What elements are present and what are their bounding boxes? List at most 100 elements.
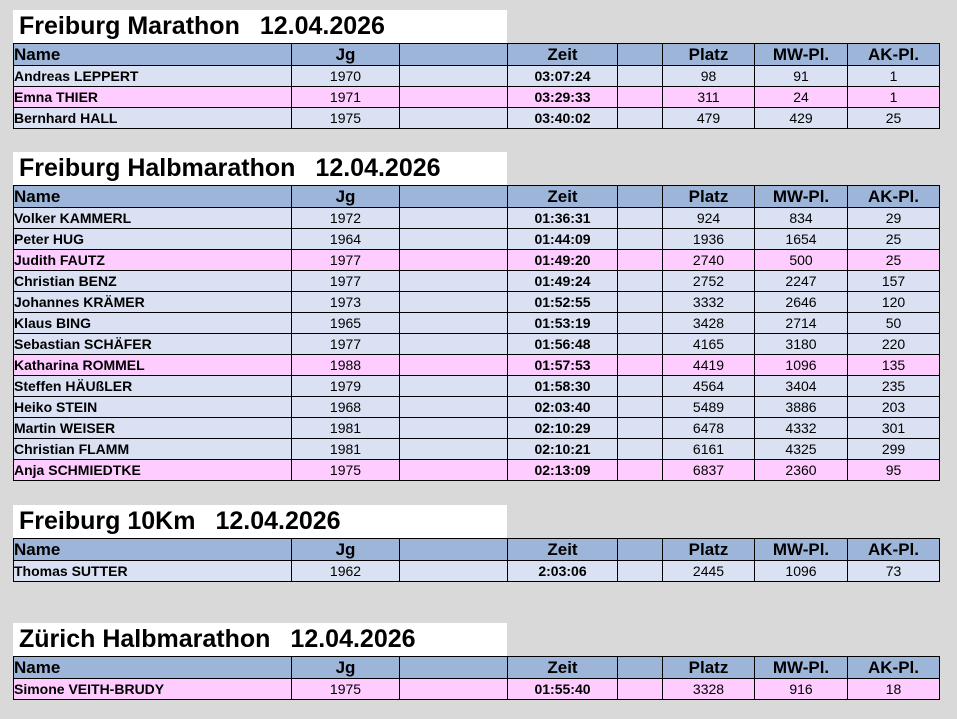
age-group-place: 235 bbox=[847, 375, 940, 397]
birth-year: 1972 bbox=[291, 207, 400, 229]
event-title: Freiburg 10Km 12.04.2026 bbox=[13, 505, 507, 538]
event-name: Freiburg Halbmarathon bbox=[19, 154, 296, 182]
event-title: Freiburg Marathon 12.04.2026 bbox=[13, 10, 507, 43]
gender-place: 3404 bbox=[754, 375, 848, 397]
empty-cell bbox=[399, 354, 508, 376]
empty-cell bbox=[617, 312, 663, 334]
overall-place: 6837 bbox=[662, 459, 755, 481]
finish-time: 03:29:33 bbox=[507, 86, 618, 108]
finish-time: 01:55:40 bbox=[507, 678, 618, 700]
result-row: Anja SCHMIEDTKE 1975 02:13:09 6837 2360 95 bbox=[13, 459, 940, 481]
empty-cell bbox=[617, 375, 663, 397]
empty-cell bbox=[399, 249, 508, 271]
age-group-place: 25 bbox=[847, 228, 940, 250]
empty-cell bbox=[399, 270, 508, 292]
results-table: Name Jg Zeit Platz MW-Pl. AK-Pl. Andreas LEPPE… bbox=[13, 43, 940, 129]
results-table: Name Jg Zeit Platz MW-Pl. AK-Pl. Simone VEITH-… bbox=[13, 656, 940, 700]
runner-name: Katharina ROMMEL bbox=[13, 354, 292, 376]
result-row: Johannes KRÄMER 1973 01:52:55 3332 2646 120 bbox=[13, 291, 940, 313]
result-row: Simone VEITH-BRUDY 1975 01:55:40 3328 916 18 bbox=[13, 678, 940, 700]
header-empty bbox=[399, 43, 508, 66]
event-date: 12.04.2026 bbox=[259, 12, 385, 40]
birth-year: 1975 bbox=[291, 107, 400, 129]
overall-place: 924 bbox=[662, 207, 755, 229]
overall-place: 4564 bbox=[662, 375, 755, 397]
gender-place: 1096 bbox=[754, 354, 848, 376]
overall-place: 5489 bbox=[662, 396, 755, 418]
birth-year: 1975 bbox=[291, 678, 400, 700]
finish-time: 03:07:24 bbox=[507, 65, 618, 87]
result-row: Sebastian SCHÄFER 1977 01:56:48 4165 3180 220 bbox=[13, 333, 940, 355]
overall-place: 6161 bbox=[662, 438, 755, 460]
overall-place: 6478 bbox=[662, 417, 755, 439]
age-group-place: 299 bbox=[847, 438, 940, 460]
runner-name: Heiko STEIN bbox=[13, 396, 292, 418]
result-row: Emna THIER 1971 03:29:33 311 24 1 bbox=[13, 86, 940, 108]
gender-place: 3886 bbox=[754, 396, 848, 418]
finish-time: 02:03:40 bbox=[507, 396, 618, 418]
runner-name: Volker KAMMERL bbox=[13, 207, 292, 229]
runner-name: Johannes KRÄMER bbox=[13, 291, 292, 313]
empty-cell bbox=[399, 333, 508, 355]
header-zeit: Zeit bbox=[507, 538, 618, 561]
event-name: Freiburg Marathon bbox=[19, 12, 240, 40]
age-group-place: 50 bbox=[847, 312, 940, 334]
header-jg: Jg bbox=[291, 538, 400, 561]
result-row: Andreas LEPPERT 1970 03:07:24 98 91 1 bbox=[13, 65, 940, 87]
header-empty bbox=[399, 538, 508, 561]
empty-cell bbox=[399, 291, 508, 313]
event-name: Zürich Halbmarathon bbox=[19, 625, 271, 653]
age-group-place: 203 bbox=[847, 396, 940, 418]
section-freiburg-10km: Freiburg 10Km 12.04.2026 Name Jg Zeit Platz MW… bbox=[13, 505, 940, 582]
empty-cell bbox=[617, 291, 663, 313]
overall-place: 2752 bbox=[662, 270, 755, 292]
birth-year: 1968 bbox=[291, 396, 400, 418]
header-row: Name Jg Zeit Platz MW-Pl. AK-Pl. bbox=[13, 43, 940, 66]
result-row: Thomas SUTTER 1962 2:03:06 2445 1096 73 bbox=[13, 560, 940, 582]
empty-cell bbox=[617, 249, 663, 271]
result-row: Christian BENZ 1977 01:49:24 2752 2247 157 bbox=[13, 270, 940, 292]
empty-cell bbox=[399, 438, 508, 460]
header-ak-platz: AK-Pl. bbox=[847, 185, 940, 208]
result-row: Peter HUG 1964 01:44:09 1936 1654 25 bbox=[13, 228, 940, 250]
runner-name: Christian BENZ bbox=[13, 270, 292, 292]
empty-cell bbox=[399, 312, 508, 334]
header-jg: Jg bbox=[291, 656, 400, 679]
runner-name: Steffen HÄUßLER bbox=[13, 375, 292, 397]
header-empty bbox=[617, 538, 663, 561]
empty-cell bbox=[617, 86, 663, 108]
overall-place: 311 bbox=[662, 86, 755, 108]
empty-cell bbox=[617, 438, 663, 460]
results-table: Name Jg Zeit Platz MW-Pl. AK-Pl. Thomas SUTTER… bbox=[13, 538, 940, 582]
age-group-place: 29 bbox=[847, 207, 940, 229]
age-group-place: 157 bbox=[847, 270, 940, 292]
runner-name: Bernhard HALL bbox=[13, 107, 292, 129]
overall-place: 4419 bbox=[662, 354, 755, 376]
runner-name: Thomas SUTTER bbox=[13, 560, 292, 582]
header-jg: Jg bbox=[291, 43, 400, 66]
finish-time: 01:52:55 bbox=[507, 291, 618, 313]
header-mw-platz: MW-Pl. bbox=[754, 538, 848, 561]
birth-year: 1970 bbox=[291, 65, 400, 87]
birth-year: 1971 bbox=[291, 86, 400, 108]
gender-place: 500 bbox=[754, 249, 848, 271]
header-row: Name Jg Zeit Platz MW-Pl. AK-Pl. bbox=[13, 656, 940, 679]
header-empty bbox=[617, 185, 663, 208]
overall-place: 479 bbox=[662, 107, 755, 129]
age-group-place: 95 bbox=[847, 459, 940, 481]
runner-name: Simone VEITH-BRUDY bbox=[13, 678, 292, 700]
result-row: Bernhard HALL 1975 03:40:02 479 429 25 bbox=[13, 107, 940, 129]
gender-place: 1654 bbox=[754, 228, 848, 250]
age-group-place: 220 bbox=[847, 333, 940, 355]
empty-cell bbox=[617, 270, 663, 292]
overall-place: 3428 bbox=[662, 312, 755, 334]
header-mw-platz: MW-Pl. bbox=[754, 656, 848, 679]
runner-name: Anja SCHMIEDTKE bbox=[13, 459, 292, 481]
finish-time: 01:44:09 bbox=[507, 228, 618, 250]
event-date: 12.04.2026 bbox=[215, 507, 341, 535]
header-name: Name bbox=[13, 43, 292, 66]
empty-cell bbox=[617, 65, 663, 87]
header-platz: Platz bbox=[662, 185, 755, 208]
header-zeit: Zeit bbox=[507, 43, 618, 66]
runner-name: Christian FLAMM bbox=[13, 438, 292, 460]
